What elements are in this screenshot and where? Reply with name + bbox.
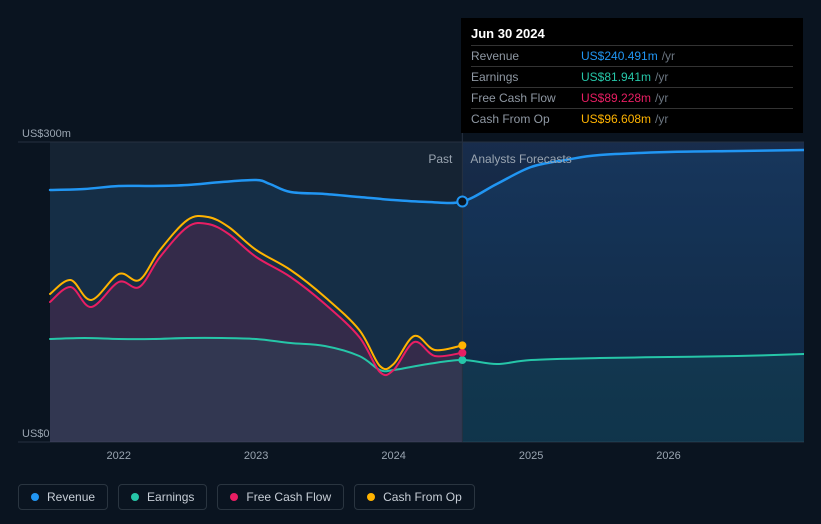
tooltip-unit: /yr bbox=[655, 112, 668, 126]
legend-dot-icon bbox=[230, 493, 238, 501]
section-label-past: Past bbox=[428, 152, 452, 166]
tooltip-value: US$240.491m bbox=[581, 49, 658, 63]
tooltip-label: Free Cash Flow bbox=[471, 91, 581, 105]
tooltip-date: Jun 30 2024 bbox=[471, 26, 793, 45]
legend-dot-icon bbox=[367, 493, 375, 501]
x-axis-tick: 2023 bbox=[244, 450, 268, 462]
legend-label: Free Cash Flow bbox=[246, 490, 331, 504]
tooltip-unit: /yr bbox=[655, 91, 668, 105]
x-axis-tick: 2022 bbox=[106, 450, 130, 462]
tooltip-label: Earnings bbox=[471, 70, 581, 84]
legend-item-fcf[interactable]: Free Cash Flow bbox=[217, 484, 344, 510]
chart-tooltip: Jun 30 2024 RevenueUS$240.491m/yrEarning… bbox=[461, 18, 803, 133]
legend-item-earnings[interactable]: Earnings bbox=[118, 484, 207, 510]
legend-dot-icon bbox=[131, 493, 139, 501]
legend-item-cfo[interactable]: Cash From Op bbox=[354, 484, 475, 510]
y-axis-tick: US$0 bbox=[22, 428, 50, 440]
tooltip-label: Revenue bbox=[471, 49, 581, 63]
tooltip-unit: /yr bbox=[655, 70, 668, 84]
x-axis-tick: 2026 bbox=[656, 450, 680, 462]
tooltip-value: US$89.228m bbox=[581, 91, 651, 105]
y-axis-tick: US$300m bbox=[22, 128, 71, 140]
tooltip-value: US$96.608m bbox=[581, 112, 651, 126]
tooltip-value: US$81.941m bbox=[581, 70, 651, 84]
legend-label: Revenue bbox=[47, 490, 95, 504]
legend-label: Cash From Op bbox=[383, 490, 462, 504]
legend-item-revenue[interactable]: Revenue bbox=[18, 484, 108, 510]
section-label-future: Analysts Forecasts bbox=[470, 152, 571, 166]
tooltip-row: Free Cash FlowUS$89.228m/yr bbox=[471, 87, 793, 108]
legend-dot-icon bbox=[31, 493, 39, 501]
chart-legend: Revenue Earnings Free Cash Flow Cash From O… bbox=[18, 484, 475, 510]
x-axis-tick: 2024 bbox=[381, 450, 405, 462]
tooltip-row: EarningsUS$81.941m/yr bbox=[471, 66, 793, 87]
tooltip-unit: /yr bbox=[662, 49, 675, 63]
x-axis-tick: 2025 bbox=[519, 450, 543, 462]
tooltip-row: RevenueUS$240.491m/yr bbox=[471, 45, 793, 66]
tooltip-label: Cash From Op bbox=[471, 112, 581, 126]
legend-label: Earnings bbox=[147, 490, 194, 504]
tooltip-row: Cash From OpUS$96.608m/yr bbox=[471, 108, 793, 129]
